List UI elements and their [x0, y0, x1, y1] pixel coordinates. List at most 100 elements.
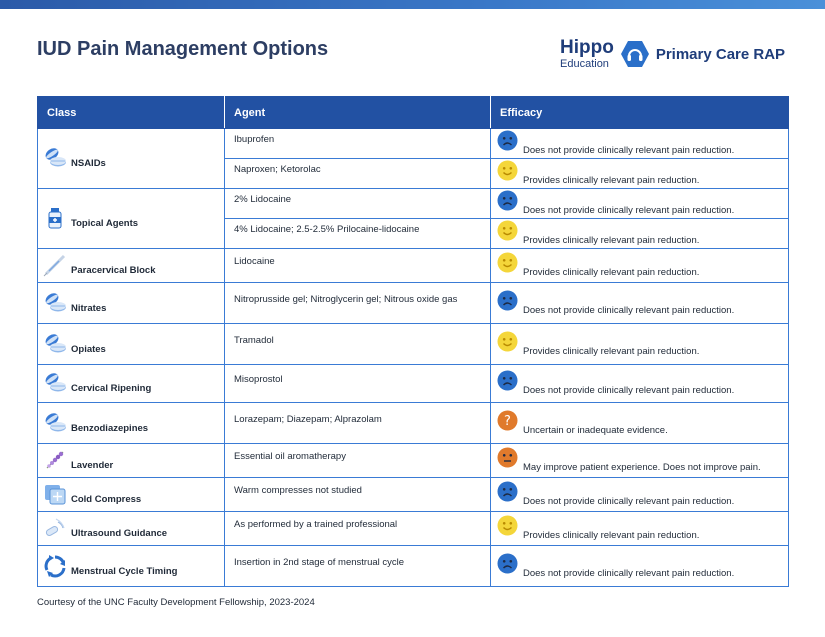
- class-label: NSAIDs: [71, 158, 106, 169]
- agent-text: Misoprostol: [234, 374, 283, 385]
- efficacy-text: Uncertain or inadequate evidence.: [523, 424, 668, 436]
- table-row: Cervical Ripening Misoprostol Does not pro…: [37, 364, 789, 403]
- agent-text: Insertion in 2nd stage of menstrual cycl…: [234, 556, 405, 568]
- efficacy-cell: Does not provide clinically relevant pai…: [490, 477, 789, 512]
- efficacy-text: Does not provide clinically relevant pai…: [523, 205, 735, 216]
- agent-cell: Naproxen; Ketorolac: [224, 158, 491, 189]
- class-cell: Cervical Ripening: [37, 364, 225, 403]
- table-row: Ultrasound Guidance As performed by a tra…: [37, 511, 789, 546]
- pain-management-table: Class Agent Efficacy NSAIDs Ibuprofen Does…: [37, 96, 789, 587]
- efficacy-text: Provides clinically relevant pain reduct…: [523, 345, 700, 357]
- agent-text: Ibuprofen: [234, 134, 275, 145]
- cold-compress-icon: [45, 485, 66, 505]
- agent-text: Essential oil aromatherapy: [234, 451, 346, 462]
- cycle-arrows-icon: [44, 554, 66, 577]
- class-cell: Topical Agents: [37, 188, 225, 249]
- efficacy-cell: Provides clinically relevant pain reduct…: [490, 511, 789, 546]
- efficacy-cell: Provides clinically relevant pain reduct…: [490, 323, 789, 365]
- yellow-smile-face-icon: [497, 220, 518, 241]
- agent-cell: Warm compresses not studied: [224, 477, 491, 512]
- page-title: IUD Pain Management Options: [37, 38, 329, 60]
- table-row: Paracervical Block Lidocaine Provides clin…: [37, 248, 789, 283]
- class-cell: Menstrual Cycle Timing: [37, 545, 225, 587]
- efficacy-cell: Does not provide clinically relevant pai…: [490, 188, 789, 219]
- agent-text: Lorazepam; Diazepam; Alprazolam: [234, 413, 382, 425]
- table-row: Cold Compress Warm compresses not studied…: [37, 477, 789, 512]
- agent-cell: Lorazepam; Diazepam; Alprazolam: [224, 402, 491, 444]
- class-label: Benzodiazepines: [71, 422, 149, 434]
- table-row: Lavender Essential oil aromatherapy May im…: [37, 443, 789, 478]
- efficacy-text: Provides clinically relevant pain reduct…: [523, 267, 700, 278]
- blue-sad-face-icon: [497, 190, 518, 211]
- header-class: Class: [37, 96, 225, 129]
- efficacy-text: Provides clinically relevant pain reduct…: [523, 530, 700, 541]
- yellow-smile-face-icon: [497, 252, 518, 273]
- pills-icon: [45, 333, 66, 352]
- efficacy-text: Does not provide clinically relevant pai…: [523, 385, 735, 396]
- agent-cell: 2% Lidocaine: [224, 188, 491, 219]
- efficacy-cell: Does not provide clinically relevant pai…: [490, 545, 789, 587]
- agent-text: 4% Lidocaine; 2.5-2.5% Prilocaine-lidoca…: [234, 224, 420, 235]
- yellow-smile-face-icon: [497, 160, 518, 181]
- class-label: Cervical Ripening: [71, 383, 152, 394]
- pills-icon: [45, 412, 66, 431]
- table-row: Benzodiazepines Lorazepam; Diazepam; Alpr…: [37, 402, 789, 444]
- medicine-bottle-icon: [48, 208, 62, 229]
- class-cell: Ultrasound Guidance: [37, 511, 225, 546]
- class-label: Opiates: [71, 343, 106, 355]
- svg-text:?: ?: [504, 414, 511, 429]
- efficacy-cell: Does not provide clinically relevant pai…: [490, 128, 789, 159]
- pills-icon: [45, 373, 66, 392]
- agent-cell: Tramadol: [224, 323, 491, 365]
- brand-name: Hippo: [560, 37, 614, 58]
- table-row: NSAIDs Ibuprofen Does not provide clinical…: [37, 128, 789, 189]
- orange-question-face-icon: ?: [497, 410, 518, 430]
- class-cell: Nitrates: [37, 282, 225, 324]
- efficacy-text: Provides clinically relevant pain reduct…: [523, 175, 700, 186]
- footer-credit: Courtesy of the UNC Faculty Development …: [37, 597, 315, 608]
- yellow-smile-face-icon: [497, 515, 518, 536]
- blue-sad-face-icon: [497, 130, 518, 151]
- class-cell: Lavender: [37, 443, 225, 478]
- efficacy-cell: Provides clinically relevant pain reduct…: [490, 248, 789, 283]
- class-label: Topical Agents: [71, 218, 139, 229]
- agent-text: Naproxen; Ketorolac: [234, 164, 321, 175]
- efficacy-cell: ? Uncertain or inadequate evidence.: [490, 402, 789, 444]
- ultrasound-probe-icon: [45, 518, 65, 536]
- table-header-row: Class Agent Efficacy: [37, 96, 789, 129]
- agent-cell: Nitroprusside gel; Nitroglycerin gel; Ni…: [224, 282, 491, 324]
- efficacy-text: Does not provide clinically relevant pai…: [523, 567, 735, 579]
- efficacy-cell: Does not provide clinically relevant pai…: [490, 282, 789, 324]
- blue-sad-face-icon: [497, 290, 518, 310]
- agent-text: Tramadol: [234, 334, 274, 346]
- blue-sad-face-icon: [497, 370, 518, 391]
- yellow-smile-face-icon: [497, 331, 518, 351]
- brand-sub: Education: [560, 58, 609, 70]
- brand-logo: Hippo Education Primary Care RAP: [560, 34, 785, 74]
- table-row: 4% Lidocaine; 2.5-2.5% Prilocaine-lidoca…: [38, 218, 789, 249]
- table-row: Topical Agents 2% Lidocaine Does not provi…: [37, 188, 789, 249]
- class-cell: Cold Compress: [37, 477, 225, 512]
- class-cell: Benzodiazepines: [37, 402, 225, 444]
- agent-cell: Ibuprofen: [224, 128, 491, 159]
- class-label: Menstrual Cycle Timing: [71, 565, 178, 577]
- class-label: Cold Compress: [71, 494, 142, 505]
- agent-text: 2% Lidocaine: [234, 194, 292, 205]
- agent-cell: Lidocaine: [224, 248, 491, 283]
- pills-icon: [45, 148, 66, 167]
- agent-cell: Misoprostol: [224, 364, 491, 403]
- brand-product: Primary Care RAP: [655, 45, 786, 63]
- efficacy-text: May improve patient experience. Does not…: [523, 462, 761, 473]
- pills-icon: [45, 292, 66, 311]
- orange-neutral-face-icon: [497, 447, 518, 468]
- efficacy-text: Does not provide clinically relevant pai…: [523, 145, 735, 156]
- class-cell: NSAIDs: [37, 128, 225, 189]
- agent-text: Lidocaine: [234, 256, 275, 267]
- blue-sad-face-icon: [497, 553, 518, 573]
- class-label: Lavender: [71, 460, 114, 471]
- class-cell: Paracervical Block: [37, 248, 225, 283]
- efficacy-cell: Provides clinically relevant pain reduct…: [490, 158, 789, 189]
- header-efficacy: Efficacy: [490, 96, 789, 129]
- class-cell: Opiates: [37, 323, 225, 365]
- efficacy-text: Provides clinically relevant pain reduct…: [523, 235, 700, 246]
